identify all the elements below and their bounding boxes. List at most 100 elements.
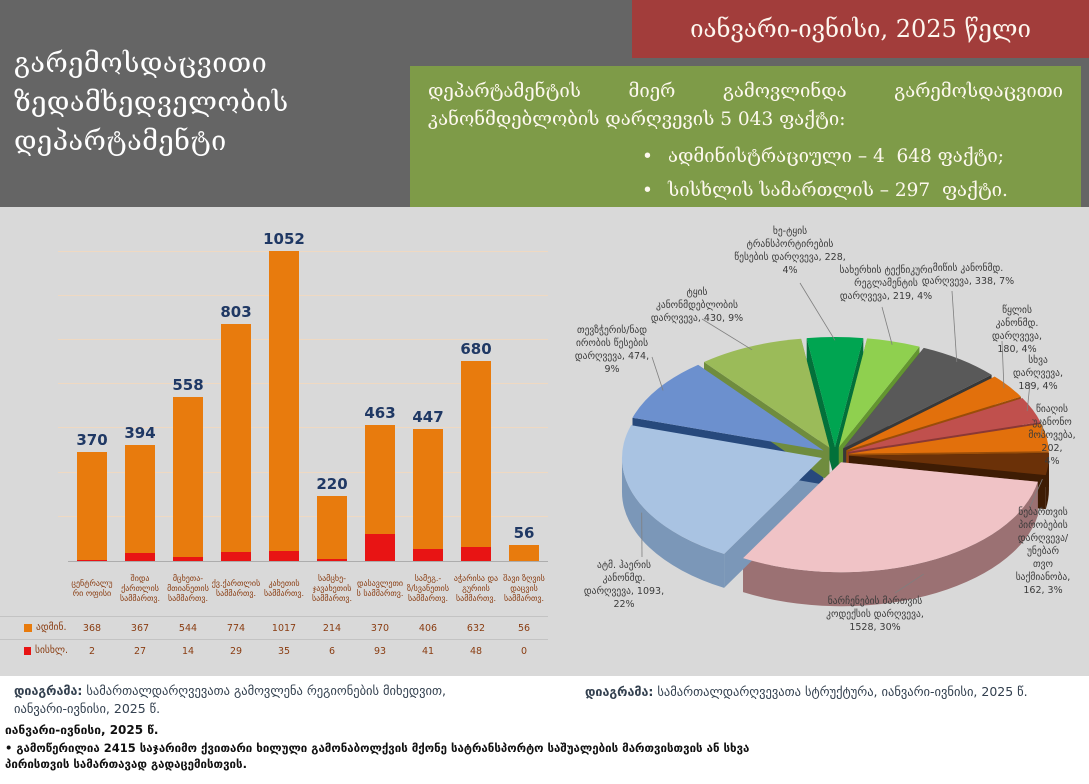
bar-segment-admin	[317, 496, 347, 560]
pie-slice-label: წყლის კანონმდ. დარღვევა, 180, 4%	[991, 305, 1043, 355]
pie-label-pointer	[1026, 382, 1031, 412]
bar-total-label: 558	[172, 375, 204, 394]
bar-category-label: შავი ზღვის დაცვის სამმართვ.	[503, 574, 545, 603]
table-value-cell: 27	[116, 639, 164, 662]
pie-slice	[806, 337, 864, 447]
bar-total-label: 56	[513, 523, 535, 542]
bar-category-label: სამცხე- ჯავახეთის სამმართვ.	[311, 574, 353, 603]
pie-slice-outer-wall	[1045, 455, 1049, 510]
table-value-cell: 370	[356, 616, 404, 639]
bar-chart-table: ცენტრალუ რი ოფისი შიდა ქართლის სამმართვ. მ…	[0, 562, 548, 662]
pie-label-pointer	[651, 356, 664, 391]
table-value-cell: 2	[68, 639, 116, 662]
footer-title: იანვარი-ივნისი, 2025 წ.	[5, 723, 159, 737]
summary-intro-line2: კანონმდებლობის დარღვევის 5 043 ფაქტი:	[428, 109, 846, 130]
bar-segment-admin	[509, 544, 539, 561]
pie-slice	[838, 338, 920, 448]
bar-category-label: დასავლეთი ს სამმართვ.	[356, 579, 404, 598]
pie-chart-caption: დიაგრამა: სამართალდარღვევათა სტრუქტურა, …	[585, 684, 1085, 699]
pie-slice-label: სხვა დარღვევა, 189, 4%	[1012, 355, 1064, 392]
bar-segment-admin	[413, 429, 443, 549]
table-value-cell: 406	[404, 616, 452, 639]
bar-segment-admin	[77, 451, 107, 561]
summary-bullet: • სისხლის სამართლის – 297 ფაქტი.	[642, 174, 1063, 208]
bar-segment-criminal	[125, 553, 155, 561]
bar-chart-panel: 370 394 558 803 1052 220 463 447 680 56 ცენტრალუ …	[0, 207, 560, 676]
table-value-cell: 29	[212, 639, 260, 662]
table-value-cell: 0	[500, 639, 548, 662]
page-title-line: გარემოსდაცვითი	[14, 48, 268, 79]
summary-bullet: • ადმინისტრაციული – 4 648 ფაქტი;	[642, 140, 1063, 174]
bar-segment-criminal	[365, 533, 395, 561]
summary-bullet-text: ადმინისტრაციული – 4 648 ფაქტი;	[668, 146, 1004, 167]
summary-bullets: • ადმინისტრაციული – 4 648 ფაქტი; • სისხლის…	[642, 140, 1063, 208]
bar-segment-criminal	[413, 548, 443, 561]
pie-slice-outer-wall	[743, 481, 1038, 607]
table-value-cell: 48	[452, 639, 500, 662]
pie-slice-label: მიწის კანონმდ. დარღვევა, 338, 7%	[921, 263, 1015, 287]
legend-label: ადმინ.	[36, 622, 67, 633]
bar-segment-admin	[221, 324, 251, 553]
bullet-icon: •	[5, 741, 13, 755]
pie-slice	[848, 453, 1049, 476]
table-value-cell: 368	[68, 616, 116, 639]
pie-slice-label: ნარჩენების მართვის კოდექსის დარღვევა, 15…	[826, 596, 924, 633]
bar-segment-admin	[461, 360, 491, 547]
bar-segment-admin	[269, 250, 299, 551]
bar-segment-criminal	[269, 550, 299, 561]
gridline	[58, 427, 548, 429]
gridline	[58, 383, 548, 385]
bar-total-label: 803	[220, 303, 252, 322]
pie-label-pointer	[799, 282, 836, 341]
table-value-cell: 35	[260, 639, 308, 662]
table-legend-cell: სისხლ.	[0, 639, 68, 661]
criminal-legend-icon	[24, 646, 32, 655]
bar-category-label: შიდა ქართლის სამმართვ.	[119, 574, 161, 603]
footer-bullet: • გამოწერილია 2415 საჯარიმო ქვითარი ხილუ…	[5, 740, 795, 772]
pie-slice	[843, 347, 992, 449]
summary-intro-line1: დეპარტამენტის მიერ გამოვლინდა გარემოსდაც…	[428, 81, 1063, 102]
pie-slice-label: ატმ. ჰაერის კანონმდ. დარღვევა, 1093, 22%	[583, 560, 665, 610]
bar-total-label: 447	[412, 408, 444, 427]
pie-label-pointer	[1029, 479, 1043, 508]
pie-slice	[743, 462, 1038, 573]
pie-slice-label: თევზჭერის/ნად ირობის წესების დარღვევა, 4…	[574, 325, 650, 375]
pie-chart-panel: ხე-ტყის ტრანსპორტირების წესების დარღვევა…	[560, 207, 1089, 676]
bar-category-label: ცენტრალუ რი ოფისი	[71, 579, 113, 598]
table-value-cell: 214	[308, 616, 356, 639]
bar-segment-admin	[125, 444, 155, 554]
table-legend-cell: ადმინ.	[0, 616, 68, 638]
bar-category-label: სამეგ.- ზ/სვანეთის სამმართვ.	[406, 574, 449, 603]
bar-category-label: აჭარისა და გურიის სამმართვ.	[453, 574, 499, 603]
table-corner-cell	[0, 562, 68, 616]
pie-slice	[846, 376, 1021, 451]
pie-label-pointer	[1001, 340, 1005, 389]
pie-label-pointer	[894, 573, 924, 594]
bullet-icon: •	[642, 146, 653, 167]
period-banner-text: იანვარი-ივნისი, 2025 წელი	[690, 15, 1031, 43]
bar-total-label: 370	[76, 430, 108, 449]
table-value-cell: 774	[212, 616, 260, 639]
table-value-cell: 14	[164, 639, 212, 662]
bar-category-label: კახეთის სამმართვ.	[263, 579, 305, 598]
caption-text: სამართალდარღვევათა გამოვლენა რეგიონების …	[14, 683, 446, 716]
caption-label: დიაგრამა:	[14, 683, 83, 698]
pie-slice	[704, 338, 830, 448]
footer-note: იანვარი-ივნისი, 2025 წ. • გამოწერილია 24…	[5, 722, 795, 772]
gridline	[58, 338, 548, 340]
pie-label-pointer	[951, 290, 958, 363]
bullet-icon: •	[642, 180, 653, 201]
bar-segment-criminal	[173, 556, 203, 561]
page-title-line: ზედამხედველობის	[14, 87, 289, 118]
page-title: გარემოსდაცვითი ზედამხედველობის დეპარტამე…	[14, 44, 289, 161]
pie-slice	[848, 423, 1049, 454]
table-value-cell: 41	[404, 639, 452, 662]
bar-segment-criminal	[461, 546, 491, 561]
bar-chart-plot: 370 394 558 803 1052 220 463 447 680 56	[58, 229, 548, 562]
bar-segment-admin	[365, 424, 395, 534]
table-value-cell: 6	[308, 639, 356, 662]
bar-total-label: 220	[316, 475, 348, 494]
bar-total-label: 463	[364, 403, 396, 422]
bar-segment-criminal	[317, 559, 347, 561]
bar-total-label: 394	[124, 423, 156, 442]
